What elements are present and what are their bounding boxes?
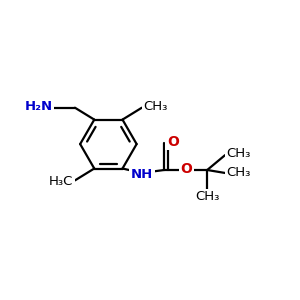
Text: H₂N: H₂N: [25, 100, 53, 113]
Text: NH: NH: [131, 168, 153, 181]
Text: O: O: [181, 161, 192, 176]
Text: CH₃: CH₃: [226, 147, 251, 160]
Text: CH₃: CH₃: [195, 190, 219, 203]
Text: CH₃: CH₃: [143, 100, 168, 113]
Text: CH₃: CH₃: [226, 167, 251, 179]
Text: O: O: [167, 135, 179, 149]
Text: H₃C: H₃C: [49, 176, 74, 188]
